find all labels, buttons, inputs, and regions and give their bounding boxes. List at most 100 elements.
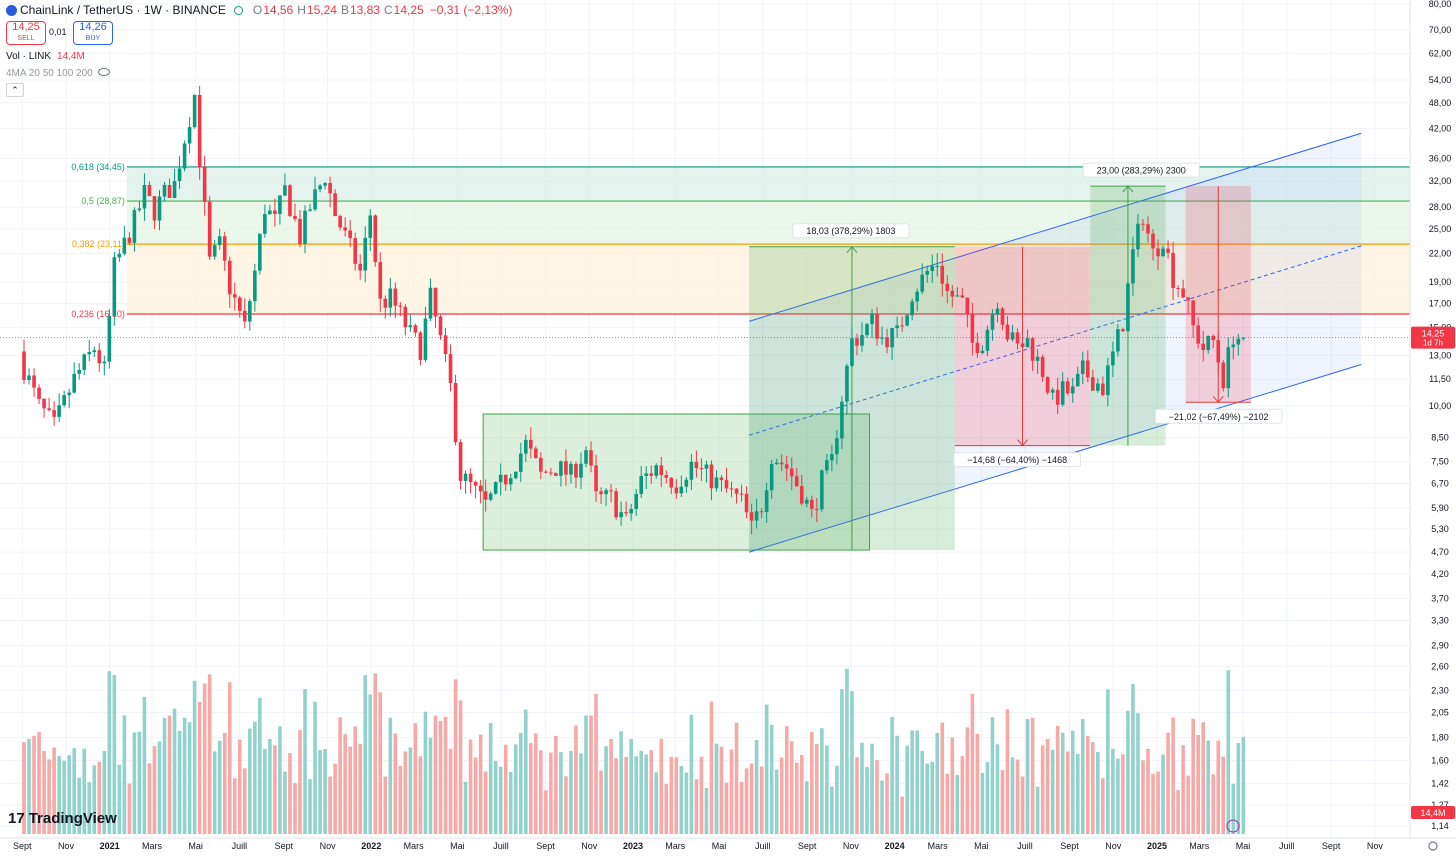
candle-body [955, 295, 960, 297]
price-tick-label: 4,20 [1431, 569, 1449, 579]
volume-bar [830, 786, 834, 834]
candle-body [1146, 224, 1150, 234]
volume-bar [619, 731, 623, 834]
price-tick-label: 32,00 [1429, 176, 1452, 186]
candle-body [478, 485, 483, 492]
volume-bar [82, 748, 87, 834]
sell-price: 14,25 [12, 21, 40, 33]
candle-body [845, 365, 849, 402]
candle-body [493, 482, 498, 494]
candle-body [212, 245, 217, 257]
candle-body [855, 338, 859, 346]
candle-body [739, 493, 744, 495]
volume-bar [970, 693, 975, 834]
candle-body [323, 183, 327, 186]
volume-bar [940, 722, 945, 834]
volume-bar [1136, 713, 1140, 834]
volume-bar [142, 696, 147, 834]
volume-bar [980, 772, 985, 834]
candle-body [258, 233, 262, 271]
candle-body [709, 464, 714, 489]
volume-bar [1241, 736, 1246, 834]
volume-bar [1055, 725, 1060, 834]
candle-body [905, 315, 909, 326]
fibonacci-retracement: 0,618 (34,45) 0,5 (28,87) 0,382 (23,11) 0,2… [71, 162, 1410, 319]
volume-bar [840, 689, 844, 834]
channel-mid-line [748, 245, 1362, 436]
volume-bar [1151, 773, 1155, 834]
volume-bar [448, 748, 453, 834]
volume-bar [574, 725, 578, 834]
volume-bar [393, 733, 398, 834]
measure-label: −14,68 (−64,40%) −1468 [967, 455, 1067, 465]
price-tick-label: 2,90 [1431, 640, 1449, 650]
high-value: 15,24 [306, 3, 337, 17]
volume-bar [463, 781, 468, 834]
volume-bar [253, 721, 257, 834]
candle-body [624, 512, 628, 514]
candle-body [825, 460, 829, 471]
time-tick-label: Juill [1017, 841, 1033, 851]
candle-body [1151, 233, 1155, 249]
volume-bar [338, 717, 342, 834]
volume-bar [554, 735, 558, 834]
candle-body [1176, 288, 1180, 290]
candle-body [433, 287, 438, 317]
candle-body [679, 486, 684, 494]
hidden-eye-icon[interactable] [97, 68, 110, 76]
volume-bar [413, 723, 418, 834]
candle-body [127, 237, 132, 243]
candle-body [202, 167, 207, 202]
volume-bar [333, 763, 337, 834]
volume-bar [1116, 758, 1120, 834]
ma-legend[interactable]: 4MA 20 50 100 200 [6, 68, 110, 79]
time-axis-bg [0, 838, 1456, 856]
candle-body [719, 477, 724, 481]
volume-bar [900, 796, 904, 834]
volume-bar [47, 759, 51, 834]
buy-button[interactable]: 14,26 BUY [73, 21, 113, 45]
volume-legend[interactable]: Vol · LINK 14,4M [6, 51, 85, 62]
volume-bar [754, 739, 759, 834]
volume-bar [92, 765, 97, 834]
candle-body [27, 375, 31, 381]
candle-body [574, 463, 578, 478]
volume-bar [815, 743, 819, 834]
volume-bar [323, 749, 327, 834]
volume-bar [197, 701, 202, 834]
volume-bar [955, 775, 960, 834]
collapse-legend-button[interactable]: ⌃ [6, 83, 24, 97]
candle-body [57, 405, 61, 417]
volume-bar [32, 735, 36, 834]
volume-bar [930, 761, 935, 834]
tradingview-logo[interactable]: 17 TradingView [8, 810, 117, 827]
measure-label: −21,02 (−67,49%) −2102 [1169, 412, 1269, 422]
volume-bar [513, 744, 518, 834]
time-axis: Sept Nov 2021 Mars Mai Juill Sept Nov 2022 Mars Ma… [0, 837, 1456, 856]
measure-arrow-head [1212, 395, 1224, 404]
sell-button[interactable]: 14,25 SELL [6, 21, 46, 45]
candle-body [508, 478, 513, 485]
volume-bar [22, 742, 26, 834]
candle-body [744, 493, 749, 513]
time-tick-label: 2023 [623, 841, 643, 851]
volume-bar [1161, 754, 1165, 834]
volume-bar [1096, 752, 1100, 834]
candle-body [207, 201, 212, 257]
time-tick-label: Juill [232, 841, 248, 851]
candle-body [734, 488, 739, 494]
candle-body [609, 490, 613, 492]
volume-bar [1050, 749, 1055, 834]
symbol-title[interactable]: ChainLink / TetherUS · 1W · BINANCE [20, 3, 226, 17]
candle-body [895, 325, 899, 329]
candle-body [398, 305, 403, 307]
candle-body [122, 237, 127, 254]
volume-bar [172, 708, 177, 834]
candle-body [784, 464, 789, 469]
candle-body [343, 227, 347, 231]
volume-bar [458, 700, 463, 834]
channel-upper-line [748, 132, 1362, 322]
volume-bar [1020, 776, 1025, 834]
candle-body [870, 313, 874, 325]
